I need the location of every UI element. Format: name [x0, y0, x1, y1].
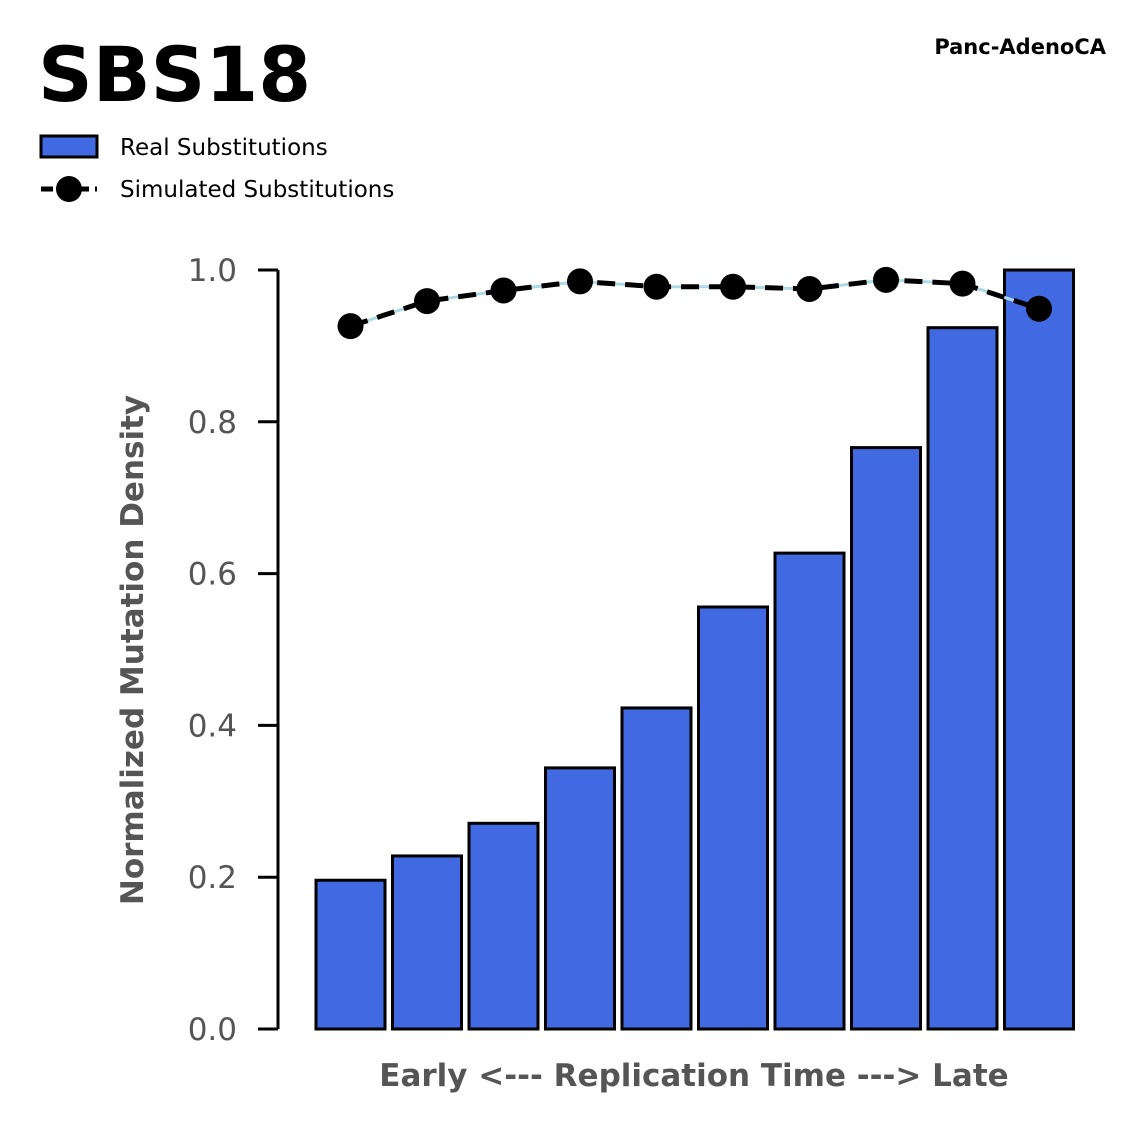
simulated-point — [414, 288, 440, 315]
simulated-point — [490, 277, 517, 304]
simulated-point — [796, 275, 823, 302]
simulated-point — [337, 313, 364, 340]
bar-real — [1003, 268, 1075, 1031]
bar-real — [926, 326, 999, 1031]
simulated-line — [349, 277, 1040, 329]
y-tick-label: 0.0 — [188, 1012, 237, 1048]
bar-real — [620, 706, 693, 1031]
simulated-point — [643, 273, 670, 300]
legend: Real Substitutions Simulated Substitutio… — [39, 134, 394, 203]
bar-real — [697, 605, 769, 1031]
simulated-point — [720, 273, 746, 300]
bar-real — [850, 446, 922, 1031]
y-axis: 0.0 0.2 0.4 0.6 0.8 1.0 — [188, 253, 280, 1048]
y-axis-label: Normalized Mutation Density — [115, 395, 151, 905]
simulated-point — [873, 266, 899, 293]
bar-real — [391, 854, 463, 1031]
chart-title: SBS18 — [38, 30, 311, 119]
y-tick-label: 0.2 — [188, 860, 237, 896]
legend-label-real: Real Substitutions — [120, 135, 328, 161]
simulated-series — [337, 266, 1052, 340]
y-tick-label: 0.4 — [188, 708, 237, 744]
simulated-point — [1026, 295, 1052, 322]
chart-subtitle: Panc-AdenoCA — [934, 35, 1106, 59]
legend-label-simulated: Simulated Substitutions — [120, 177, 394, 203]
bar-series — [314, 268, 1075, 1031]
bar-real — [544, 766, 616, 1031]
x-axis-label: Early <--- Replication Time ---> Late — [379, 1058, 1008, 1094]
bar-real — [773, 551, 846, 1031]
bar-real — [314, 878, 387, 1031]
y-tick-label: 1.0 — [188, 253, 237, 289]
legend-swatch-simulated-marker — [56, 176, 82, 202]
simulated-point — [949, 270, 976, 297]
y-tick-label: 0.8 — [188, 405, 237, 441]
simulated-point — [567, 268, 593, 295]
bar-real — [467, 821, 540, 1031]
legend-swatch-real — [39, 134, 99, 159]
y-tick-label: 0.6 — [188, 557, 237, 593]
